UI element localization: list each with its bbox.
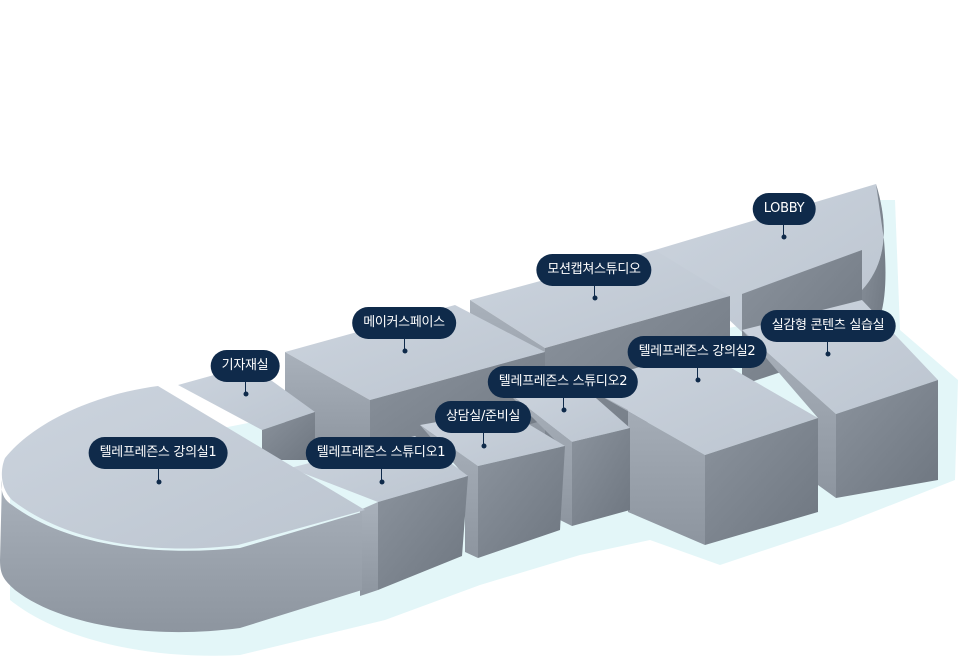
pin-line bbox=[783, 224, 784, 237]
pin-line bbox=[563, 397, 564, 410]
room-studio-2[interactable] bbox=[505, 384, 630, 526]
pin-dot bbox=[379, 479, 385, 485]
pin-line bbox=[404, 338, 405, 351]
label-studio-1[interactable]: 텔레프레즌스 스튜디오1 bbox=[305, 437, 457, 469]
pin-line bbox=[827, 341, 828, 354]
pin-dot bbox=[561, 407, 567, 413]
pin-dot bbox=[156, 479, 162, 485]
label-realistic-content-lab[interactable]: 실감형 콘텐츠 실습실 bbox=[760, 310, 896, 342]
label-lecture-2[interactable]: 텔레프레즌스 강의실2 bbox=[627, 336, 767, 368]
pin-dot bbox=[592, 295, 598, 301]
pin-dot bbox=[781, 234, 787, 240]
label-lecture-1[interactable]: 텔레프레즌스 강의실1 bbox=[88, 437, 228, 469]
label-studio-2[interactable]: 텔레프레즌스 스튜디오2 bbox=[487, 366, 639, 398]
pin-line bbox=[381, 468, 382, 481]
pin-dot bbox=[481, 443, 487, 449]
pin-line bbox=[594, 285, 595, 298]
pin-dot bbox=[243, 391, 249, 397]
label-makerspace[interactable]: 메이커스페이스 bbox=[352, 307, 456, 339]
pin-dot bbox=[695, 377, 701, 383]
pin-line bbox=[697, 367, 698, 380]
pin-line bbox=[245, 381, 246, 394]
pin-line bbox=[158, 468, 159, 481]
pin-line bbox=[483, 432, 484, 445]
label-equipment-room[interactable]: 기자재실 bbox=[210, 350, 280, 382]
label-lobby[interactable]: LOBBY bbox=[752, 193, 816, 225]
pin-dot bbox=[402, 348, 408, 354]
label-counseling[interactable]: 상담실/준비실 bbox=[434, 401, 532, 433]
room-equipment[interactable] bbox=[178, 365, 315, 460]
label-motion-capture-studio[interactable]: 모션캡쳐스튜디오 bbox=[536, 254, 652, 286]
room-lecture-2[interactable] bbox=[580, 350, 818, 545]
pin-dot bbox=[825, 351, 831, 357]
